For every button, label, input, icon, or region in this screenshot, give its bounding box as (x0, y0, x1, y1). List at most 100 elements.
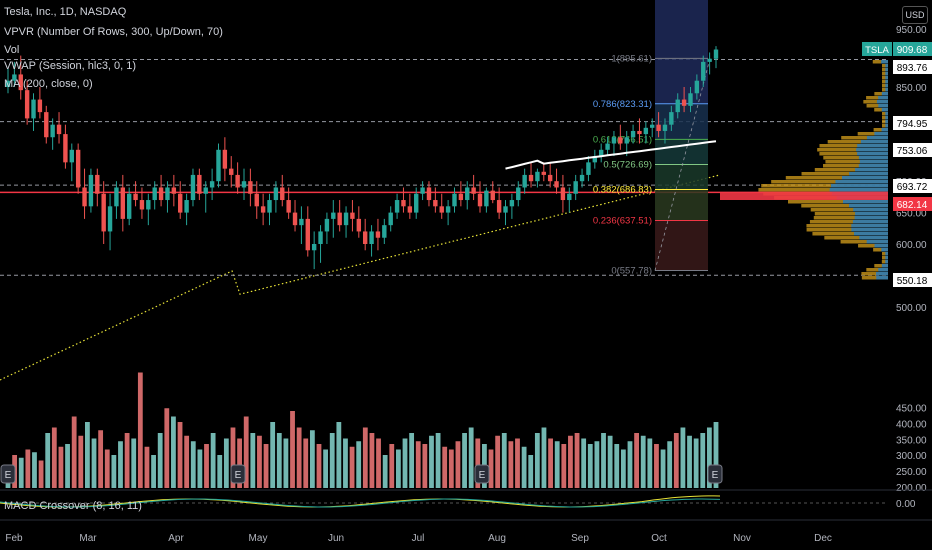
candle-body (586, 162, 591, 175)
volume-bar (323, 449, 329, 488)
candle-body (299, 218, 304, 226)
volume-bar (607, 435, 613, 488)
volume-profile-bar (853, 232, 888, 236)
candle-body (95, 174, 100, 194)
candle-body (260, 206, 266, 213)
y-tick-label: 450.00 (896, 404, 927, 415)
volume-profile (758, 60, 888, 280)
candle-body (707, 58, 712, 62)
price-badge-value: 909.68 (897, 45, 928, 56)
volume-profile-bar (859, 160, 888, 164)
ma-legend[interactable]: MA (200, close, 0) (4, 78, 93, 90)
volume-profile-bar (885, 84, 888, 88)
vpvr-legend[interactable]: VPVR (Number Of Rows, 300, Up/Down, 70) (4, 26, 223, 38)
volume-bar (51, 427, 57, 488)
volume-profile-bar (866, 136, 888, 140)
candle-body (222, 149, 228, 169)
macd-legend[interactable]: MACD Crossover (8, 16, 11) (4, 500, 142, 512)
volume-bar (475, 438, 481, 488)
volume-profile-bar (854, 216, 888, 220)
candle-body (662, 124, 668, 131)
candle-body (567, 193, 572, 201)
vwap-legend[interactable]: VWAP (Session, hlc3, 0, 1) (4, 60, 137, 72)
volume-profile-bar (863, 100, 888, 104)
candle-body (337, 212, 342, 226)
volume-bar (488, 449, 494, 488)
candle-body (292, 212, 298, 226)
volume-profile-bar (857, 144, 888, 148)
volume-profile-bar (819, 144, 888, 148)
volume-profile-bar (885, 76, 888, 80)
volume-profile-bar (882, 68, 888, 72)
y-tick-label: 400.00 (896, 419, 927, 430)
volume-profile-bar (860, 140, 888, 144)
volume-bar (257, 435, 262, 488)
candle-body (171, 187, 177, 194)
volume-profile-bar (823, 164, 888, 168)
candle-body (63, 134, 68, 163)
volume-bar (568, 435, 573, 488)
candle-body (650, 124, 655, 128)
volume-profile-bar (829, 188, 888, 192)
candle-body (75, 149, 81, 188)
candle-body (324, 218, 330, 232)
volume-bar (184, 435, 190, 488)
price-badge (893, 273, 932, 287)
volume-profile-bar (840, 240, 888, 244)
volume-profile-bar (814, 212, 888, 216)
volume-profile-bar (859, 236, 888, 240)
volume-legend[interactable]: Vol (4, 44, 20, 56)
currency-button[interactable]: USD (902, 6, 928, 24)
x-tick-label: Dec (814, 533, 832, 544)
volume-profile-bar (881, 260, 888, 264)
volume-bar (673, 433, 679, 488)
fib-trend-line (654, 58, 711, 271)
volume-bar (680, 427, 686, 488)
volume-profile-bar (842, 176, 888, 180)
volume-profile-bar (885, 252, 888, 256)
volume-bar (402, 438, 408, 488)
volume-profile-bar (882, 112, 888, 116)
candle-body (496, 200, 502, 213)
volume-bar (587, 444, 593, 488)
x-tick-label: May (249, 533, 268, 544)
volume-bar (316, 444, 322, 488)
volume-bar (45, 433, 51, 488)
candle-body (305, 218, 310, 251)
symbol-title: Tesla, Inc., 1D, NASDAQ (4, 6, 127, 18)
volume-bar (85, 422, 90, 488)
ma-line (0, 174, 721, 381)
volume-profile-bar (878, 268, 888, 272)
volume-bar (369, 433, 375, 488)
volume-profile-bar (874, 132, 888, 136)
x-tick-label: Nov (733, 533, 751, 544)
candle-body (248, 181, 253, 194)
candle-body (331, 212, 336, 219)
candle-body (18, 74, 23, 91)
candle-body (311, 244, 317, 251)
volume-profile-bar (885, 68, 888, 72)
candle-body (44, 112, 49, 138)
x-tick-label: Jun (328, 533, 344, 544)
earnings-marker (707, 464, 723, 484)
fib-zone (655, 103, 708, 140)
volume-bar (706, 427, 712, 488)
volume-profile-bar (856, 148, 888, 152)
y-tick-label: 950.00 (896, 25, 927, 36)
volume-bar (435, 433, 441, 488)
volume-bar (177, 422, 183, 488)
volume-bar (290, 411, 295, 488)
volume-profile-bar (885, 80, 888, 84)
volume-bar (164, 408, 170, 488)
volume-bar (495, 435, 501, 488)
volume-bar (462, 433, 467, 488)
candle-body (101, 193, 106, 232)
candle-body (522, 174, 527, 188)
candle-body (573, 181, 578, 194)
volume-profile-bar (830, 184, 888, 188)
candle-body (452, 193, 457, 207)
volume-profile-bar (874, 92, 888, 96)
volume-profile-bar (885, 116, 888, 120)
candle-body (433, 200, 438, 207)
